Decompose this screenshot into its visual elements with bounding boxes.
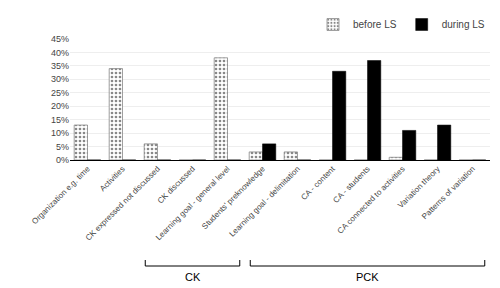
svg-text:15%: 15%: [51, 115, 69, 125]
svg-text:Activities: Activities: [98, 164, 127, 193]
svg-text:40%: 40%: [51, 48, 69, 58]
svg-text:Students' preknowledge: Students' preknowledge: [200, 164, 267, 231]
svg-text:CK expressed not discussed: CK expressed not discussed: [84, 164, 162, 242]
svg-text:20%: 20%: [51, 101, 69, 111]
svg-text:CA - content: CA - content: [299, 164, 337, 202]
svg-text:Variation theory: Variation theory: [396, 164, 442, 210]
svg-text:35%: 35%: [51, 61, 69, 71]
svg-text:CK discussed: CK discussed: [156, 164, 197, 205]
svg-text:0%: 0%: [56, 155, 69, 165]
svg-text:Patterns of variation: Patterns of variation: [420, 164, 477, 221]
svg-text:during LS: during LS: [442, 19, 485, 30]
svg-text:5%: 5%: [56, 142, 69, 152]
svg-text:45%: 45%: [51, 34, 69, 44]
svg-text:CA connected to activities: CA connected to activities: [336, 164, 407, 235]
svg-text:Learning goal - delimitation: Learning goal - delimitation: [227, 164, 301, 238]
svg-text:10%: 10%: [51, 128, 69, 138]
svg-text:CA - students: CA - students: [331, 164, 371, 204]
svg-text:30%: 30%: [51, 74, 69, 84]
svg-text:CK: CK: [185, 271, 201, 283]
svg-text:25%: 25%: [51, 88, 69, 98]
svg-text:PCK: PCK: [356, 271, 379, 283]
svg-text:Learning goal - general level: Learning goal - general level: [154, 164, 232, 242]
svg-text:Organization e.g. time: Organization e.g. time: [30, 164, 92, 226]
svg-text:before LS: before LS: [353, 19, 397, 30]
